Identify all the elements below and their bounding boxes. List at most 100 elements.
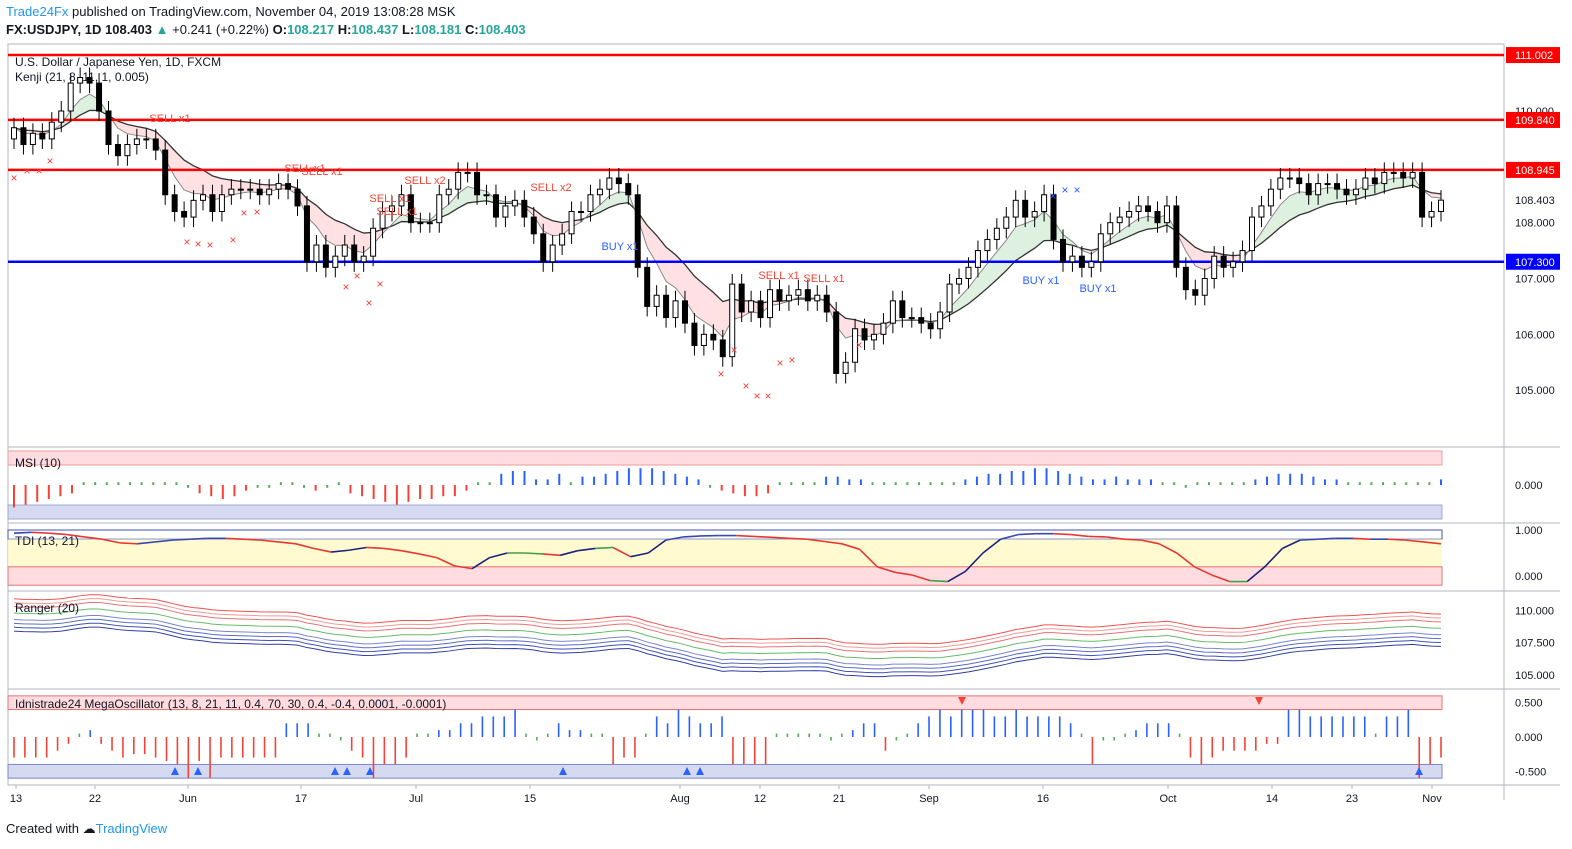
candle-body bbox=[237, 188, 244, 191]
candle-body bbox=[1267, 188, 1274, 207]
tdi-line-segment bbox=[577, 547, 596, 552]
candle-body bbox=[653, 294, 660, 307]
sell-signal-label: SELL x1 bbox=[149, 113, 190, 125]
candle-body bbox=[190, 199, 197, 218]
sell-signal-label: SELL x2 bbox=[404, 175, 445, 187]
created-with-text: Created with bbox=[6, 821, 79, 836]
candle-body bbox=[681, 300, 688, 324]
level-price-label: 108.945 bbox=[1515, 165, 1555, 177]
buy-signal-label: BUY x1 bbox=[1022, 275, 1059, 287]
candle-body bbox=[143, 138, 150, 141]
candle-body bbox=[218, 194, 225, 212]
main-pane-title: U.S. Dollar / Japanese Yen, 1D, FXCM bbox=[15, 55, 221, 69]
kenji-cloud-segment bbox=[1280, 195, 1290, 228]
level-price-box bbox=[1506, 253, 1560, 270]
candle-body bbox=[880, 322, 887, 335]
signal-cross-icon: × bbox=[23, 164, 30, 178]
time-tick-label: 13 bbox=[10, 793, 22, 805]
kenji-cloud-segment bbox=[533, 209, 544, 232]
symbol-label: FX:USDJPY, 1D bbox=[6, 22, 102, 37]
high-label: H: bbox=[337, 22, 352, 37]
tdi-line-segment bbox=[736, 534, 754, 538]
candle-body bbox=[889, 300, 896, 324]
kenji-cloud-segment bbox=[136, 126, 147, 137]
tdi-line-segment bbox=[66, 533, 85, 538]
kenji-cloud-segment bbox=[703, 284, 714, 328]
signal-cross-icon: × bbox=[1073, 183, 1080, 197]
buy-signal-label: BUY x1 bbox=[601, 241, 638, 253]
ranger-band-line bbox=[13, 594, 1442, 645]
brand-link[interactable]: Trade24Fx bbox=[6, 4, 69, 19]
candle-body bbox=[86, 77, 93, 84]
candle-body bbox=[1343, 188, 1350, 196]
candle-body bbox=[757, 300, 764, 319]
buy-triangle-icon bbox=[331, 767, 339, 775]
tdi-line-segment bbox=[1423, 541, 1442, 545]
tdi-low-zone bbox=[7, 566, 1443, 586]
tradingview-link[interactable]: TradingView bbox=[95, 821, 168, 836]
candle-body bbox=[492, 194, 499, 218]
time-tick-label: Aug bbox=[670, 793, 690, 805]
candle-body bbox=[228, 188, 235, 196]
signal-cross-icon: × bbox=[253, 205, 260, 219]
open-label: O: bbox=[272, 22, 288, 37]
signal-cross-icon: × bbox=[788, 353, 795, 367]
kenji-cloud-segment bbox=[1270, 204, 1281, 236]
mega-upper-band bbox=[7, 695, 1443, 711]
candle-body bbox=[445, 188, 452, 196]
candle-body bbox=[918, 317, 925, 324]
candle-body bbox=[606, 177, 613, 190]
kenji-fast-line bbox=[13, 93, 1442, 339]
kenji-slow-line bbox=[13, 109, 1442, 325]
candle-body bbox=[1305, 183, 1312, 196]
tdi-line-segment bbox=[1070, 533, 1089, 538]
low-label: L: bbox=[402, 22, 415, 37]
candle-body bbox=[738, 283, 745, 313]
candle-body bbox=[1116, 216, 1123, 224]
tdi-line-segment bbox=[278, 541, 296, 545]
kenji-cloud-segment bbox=[165, 140, 175, 177]
tdi-line-segment bbox=[172, 538, 191, 541]
candle-body bbox=[1296, 177, 1303, 185]
kenji-cloud-segment bbox=[1119, 225, 1130, 241]
candle-body bbox=[426, 222, 433, 225]
kenji-cloud-segment bbox=[1289, 191, 1300, 221]
kenji-cloud-segment bbox=[713, 292, 723, 338]
change-value: +0.241 (+0.22%) bbox=[172, 22, 269, 37]
candle-body bbox=[644, 266, 651, 307]
price-tick-label: 105.000 bbox=[1515, 385, 1555, 397]
msi-lower-band bbox=[7, 504, 1443, 520]
candle-body bbox=[1173, 205, 1180, 268]
kenji-cloud-segment bbox=[996, 240, 1007, 280]
kenji-cloud-segment bbox=[1195, 247, 1205, 271]
candle-body bbox=[1362, 177, 1369, 190]
candle-body bbox=[483, 194, 490, 197]
candle-body bbox=[1230, 261, 1237, 268]
sell-signal-label: SELL x1 bbox=[369, 193, 410, 205]
candle-body bbox=[1031, 211, 1038, 218]
mega-tick-label: -0.500 bbox=[1515, 766, 1546, 778]
tdi-line-segment bbox=[348, 546, 367, 552]
candle-body bbox=[1163, 205, 1170, 224]
time-tick-label: Oct bbox=[1159, 793, 1176, 805]
tdi-line-segment bbox=[1141, 539, 1160, 545]
candle-body bbox=[1097, 233, 1104, 263]
tdi-line-segment bbox=[1211, 574, 1230, 583]
tdi-line-segment bbox=[964, 552, 984, 572]
candle-body bbox=[852, 328, 859, 363]
candle-body bbox=[965, 266, 972, 280]
candle-body bbox=[1419, 171, 1426, 218]
candle-body bbox=[133, 138, 140, 146]
candle-body bbox=[67, 82, 74, 112]
chart-frame bbox=[7, 43, 1505, 786]
tdi-line-segment bbox=[912, 574, 931, 582]
signal-cross-icon: × bbox=[35, 164, 42, 178]
buy-triangle-icon bbox=[1415, 767, 1423, 775]
candle-body bbox=[1050, 194, 1057, 240]
candle-body bbox=[1154, 211, 1161, 224]
tdi-line-segment bbox=[49, 532, 67, 536]
candle-body bbox=[1088, 261, 1095, 268]
signal-cross-icon: × bbox=[183, 235, 190, 249]
candle-body bbox=[96, 82, 103, 112]
